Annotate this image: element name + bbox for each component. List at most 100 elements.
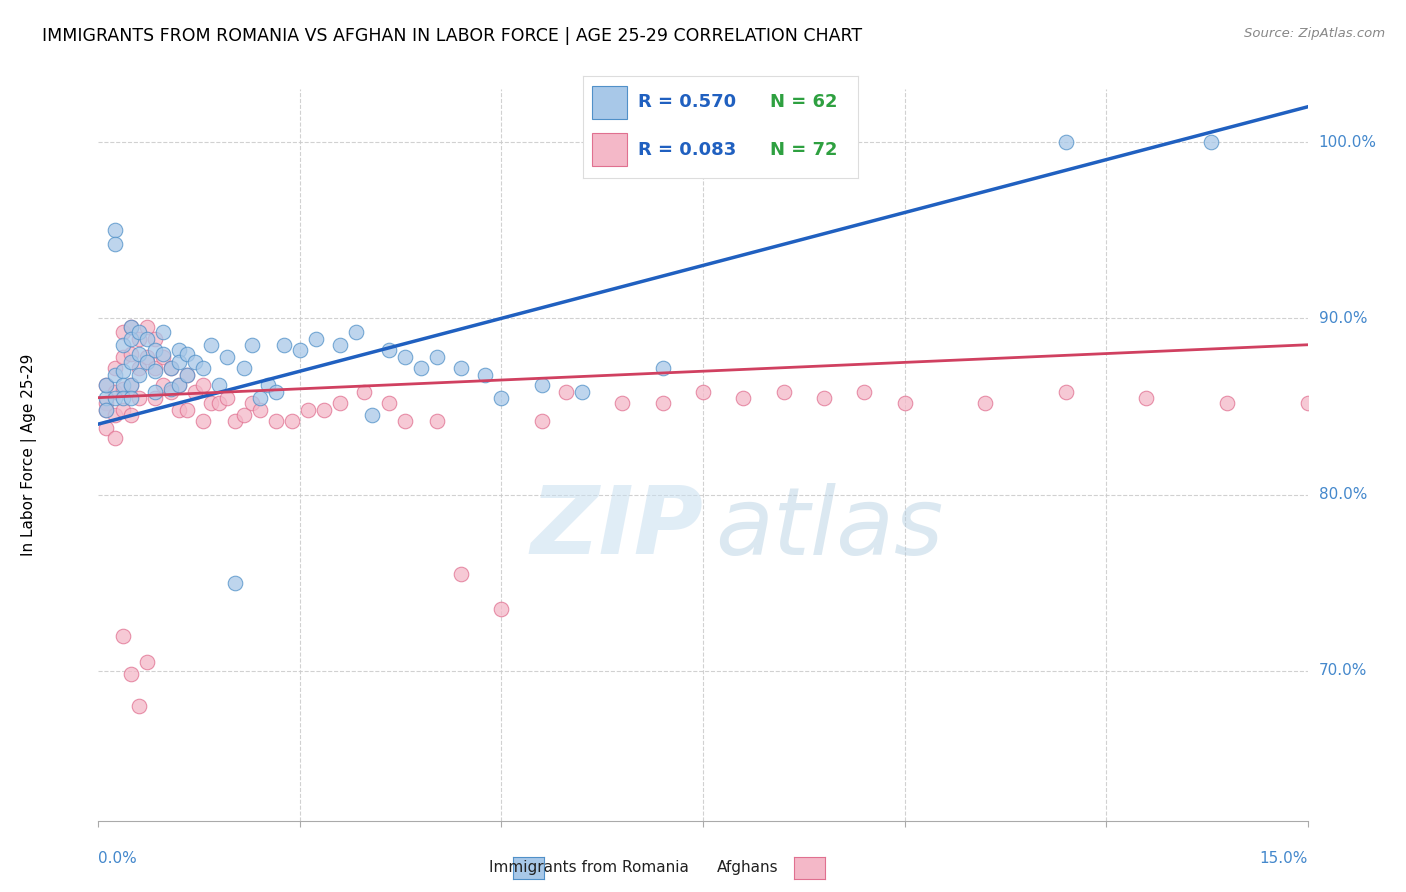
Bar — [592, 87, 627, 119]
Point — [103, 360, 125, 375]
Point — [120, 333, 142, 347]
Point — [813, 391, 835, 405]
Point — [152, 378, 174, 392]
Point — [103, 223, 125, 237]
Point — [143, 364, 166, 378]
Point — [530, 378, 553, 392]
Point — [103, 391, 125, 405]
Text: 70.0%: 70.0% — [1319, 664, 1367, 678]
Point — [394, 413, 416, 427]
Point — [152, 350, 174, 364]
Point — [1054, 135, 1077, 149]
Point — [692, 385, 714, 400]
Point — [128, 391, 150, 405]
Point — [103, 368, 125, 382]
Point — [135, 350, 157, 364]
Point — [111, 629, 134, 643]
Point — [232, 360, 254, 375]
Point — [120, 391, 142, 405]
Point — [394, 350, 416, 364]
Point — [167, 403, 190, 417]
Point — [288, 343, 311, 357]
Point — [450, 360, 472, 375]
Point — [135, 655, 157, 669]
Point — [200, 338, 222, 352]
Point — [152, 326, 174, 340]
Point — [1296, 396, 1319, 410]
Point — [128, 326, 150, 340]
Point — [128, 699, 150, 714]
Point — [128, 368, 150, 382]
Point — [612, 396, 634, 410]
Point — [176, 346, 198, 360]
Point — [361, 409, 384, 423]
Point — [167, 378, 190, 392]
Point — [143, 343, 166, 357]
Text: IMMIGRANTS FROM ROMANIA VS AFGHAN IN LABOR FORCE | AGE 25-29 CORRELATION CHART: IMMIGRANTS FROM ROMANIA VS AFGHAN IN LAB… — [42, 27, 862, 45]
Text: 15.0%: 15.0% — [1260, 851, 1308, 866]
Text: 90.0%: 90.0% — [1319, 310, 1367, 326]
Point — [651, 396, 673, 410]
Point — [120, 320, 142, 334]
Point — [120, 378, 142, 392]
Text: Afghans: Afghans — [717, 861, 779, 875]
Point — [264, 385, 287, 400]
Point — [344, 326, 367, 340]
Point — [240, 338, 263, 352]
Point — [853, 385, 876, 400]
Point — [111, 378, 134, 392]
Point — [1135, 391, 1157, 405]
Text: R = 0.570: R = 0.570 — [638, 94, 737, 112]
Point — [160, 385, 183, 400]
Point — [120, 346, 142, 360]
Point — [224, 413, 246, 427]
Point — [297, 403, 319, 417]
Point — [96, 378, 118, 392]
Point — [329, 338, 352, 352]
Point — [733, 391, 755, 405]
Point — [111, 391, 134, 405]
Point — [305, 333, 328, 347]
Point — [1199, 135, 1222, 149]
Point — [128, 360, 150, 375]
Point — [103, 431, 125, 445]
Text: Source: ZipAtlas.com: Source: ZipAtlas.com — [1244, 27, 1385, 40]
Text: N = 72: N = 72 — [770, 141, 838, 159]
Point — [96, 378, 118, 392]
Point — [120, 320, 142, 334]
Point — [176, 368, 198, 382]
Point — [281, 413, 304, 427]
Point — [135, 333, 157, 347]
Point — [111, 350, 134, 364]
Point — [329, 396, 352, 410]
Point — [143, 333, 166, 347]
Point — [120, 667, 142, 681]
Point — [120, 409, 142, 423]
Point — [96, 391, 118, 405]
Point — [176, 368, 198, 382]
Point — [193, 360, 215, 375]
Text: ZIP: ZIP — [530, 482, 703, 574]
Point — [128, 346, 150, 360]
Point — [474, 368, 496, 382]
Point — [974, 396, 997, 410]
Point — [249, 391, 271, 405]
Point — [491, 391, 513, 405]
Point — [160, 382, 183, 396]
Point — [160, 360, 183, 375]
Point — [167, 343, 190, 357]
Point — [135, 320, 157, 334]
Point — [264, 413, 287, 427]
Point — [111, 403, 134, 417]
Text: 80.0%: 80.0% — [1319, 487, 1367, 502]
Point — [111, 364, 134, 378]
Point — [193, 413, 215, 427]
Point — [651, 360, 673, 375]
Point — [96, 396, 118, 410]
Point — [491, 602, 513, 616]
Point — [314, 403, 336, 417]
Point — [111, 382, 134, 396]
Point — [167, 355, 190, 369]
Text: atlas: atlas — [716, 483, 943, 574]
Point — [111, 326, 134, 340]
